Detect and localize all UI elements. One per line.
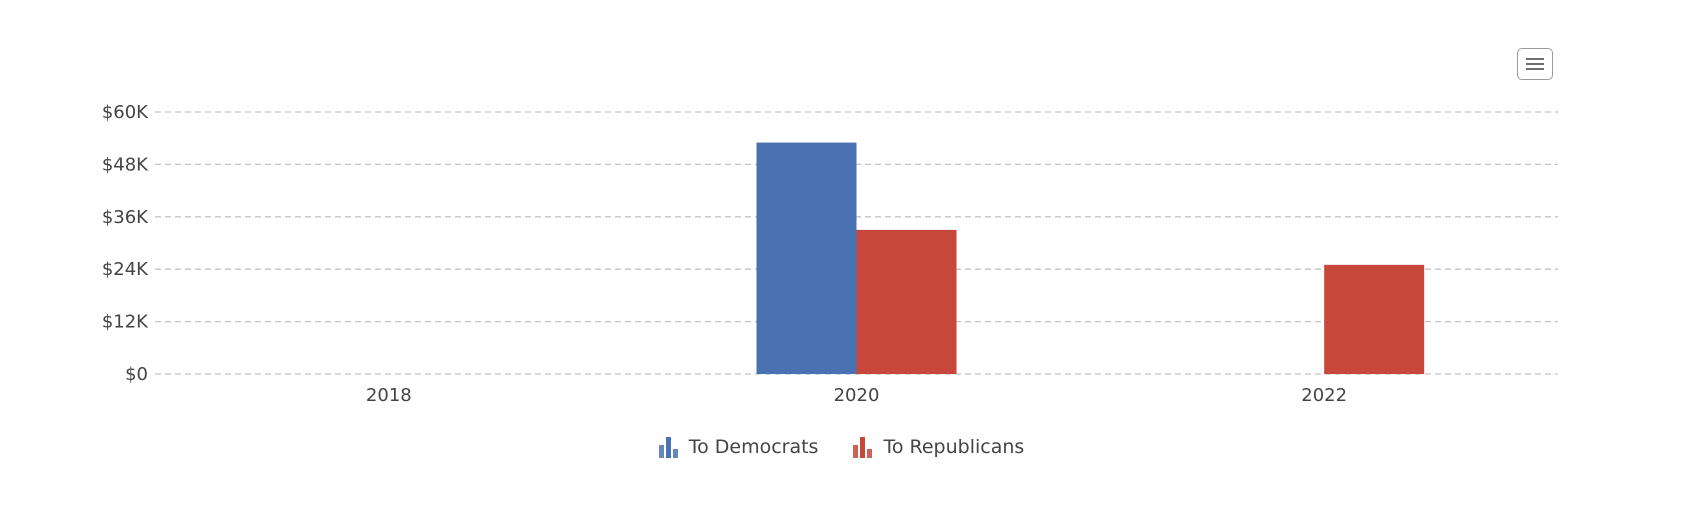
y-axis-ticks: $0 $12K $24K $36K $48K $60K — [102, 102, 149, 385]
y-tick-label: $0 — [125, 364, 148, 385]
bar-to-democrats-2020[interactable] — [756, 142, 857, 374]
x-axis-ticks: 2018 2020 2022 — [366, 385, 1347, 406]
hamburger-menu-icon-line — [1526, 68, 1544, 70]
legend-icon-bar — [860, 437, 866, 458]
legend-icon-bar — [658, 445, 664, 458]
legend-label: To Democrats — [688, 436, 819, 458]
bar-chart-icon — [853, 437, 873, 458]
legend-item-republicans[interactable]: To Republicans — [852, 436, 1024, 458]
y-tick-label: $36K — [102, 207, 149, 228]
y-tick-label: $12K — [102, 312, 149, 333]
y-tick-label: $48K — [102, 154, 149, 175]
legend-item-democrats[interactable]: To Democrats — [658, 436, 819, 458]
hamburger-menu-icon — [1526, 58, 1544, 60]
bar-to-republicans-2022[interactable] — [1324, 264, 1425, 374]
y-tick-label: $60K — [102, 102, 149, 123]
hamburger-menu-icon-line — [1526, 63, 1544, 65]
legend-icon-bar — [672, 449, 678, 458]
legend-icon-bar — [665, 437, 671, 458]
bar-to-republicans-2020[interactable] — [856, 229, 957, 374]
bar-chart-icon — [658, 437, 678, 458]
chart-plot: $0 $12K $24K $36K $48K $60K 2018 2020 2022 — [102, 102, 1558, 406]
x-tick-label: 2020 — [834, 385, 880, 406]
legend: To Democrats To Republicans — [0, 436, 1682, 458]
bars — [756, 142, 1425, 374]
x-tick-label: 2018 — [366, 385, 412, 406]
legend-icon-bar — [853, 445, 859, 458]
x-tick-label: 2022 — [1301, 385, 1347, 406]
legend-label: To Republicans — [883, 436, 1025, 458]
y-tick-label: $24K — [102, 259, 149, 280]
chart-menu-button[interactable] — [1517, 48, 1553, 80]
legend-icon-bar — [867, 449, 873, 458]
